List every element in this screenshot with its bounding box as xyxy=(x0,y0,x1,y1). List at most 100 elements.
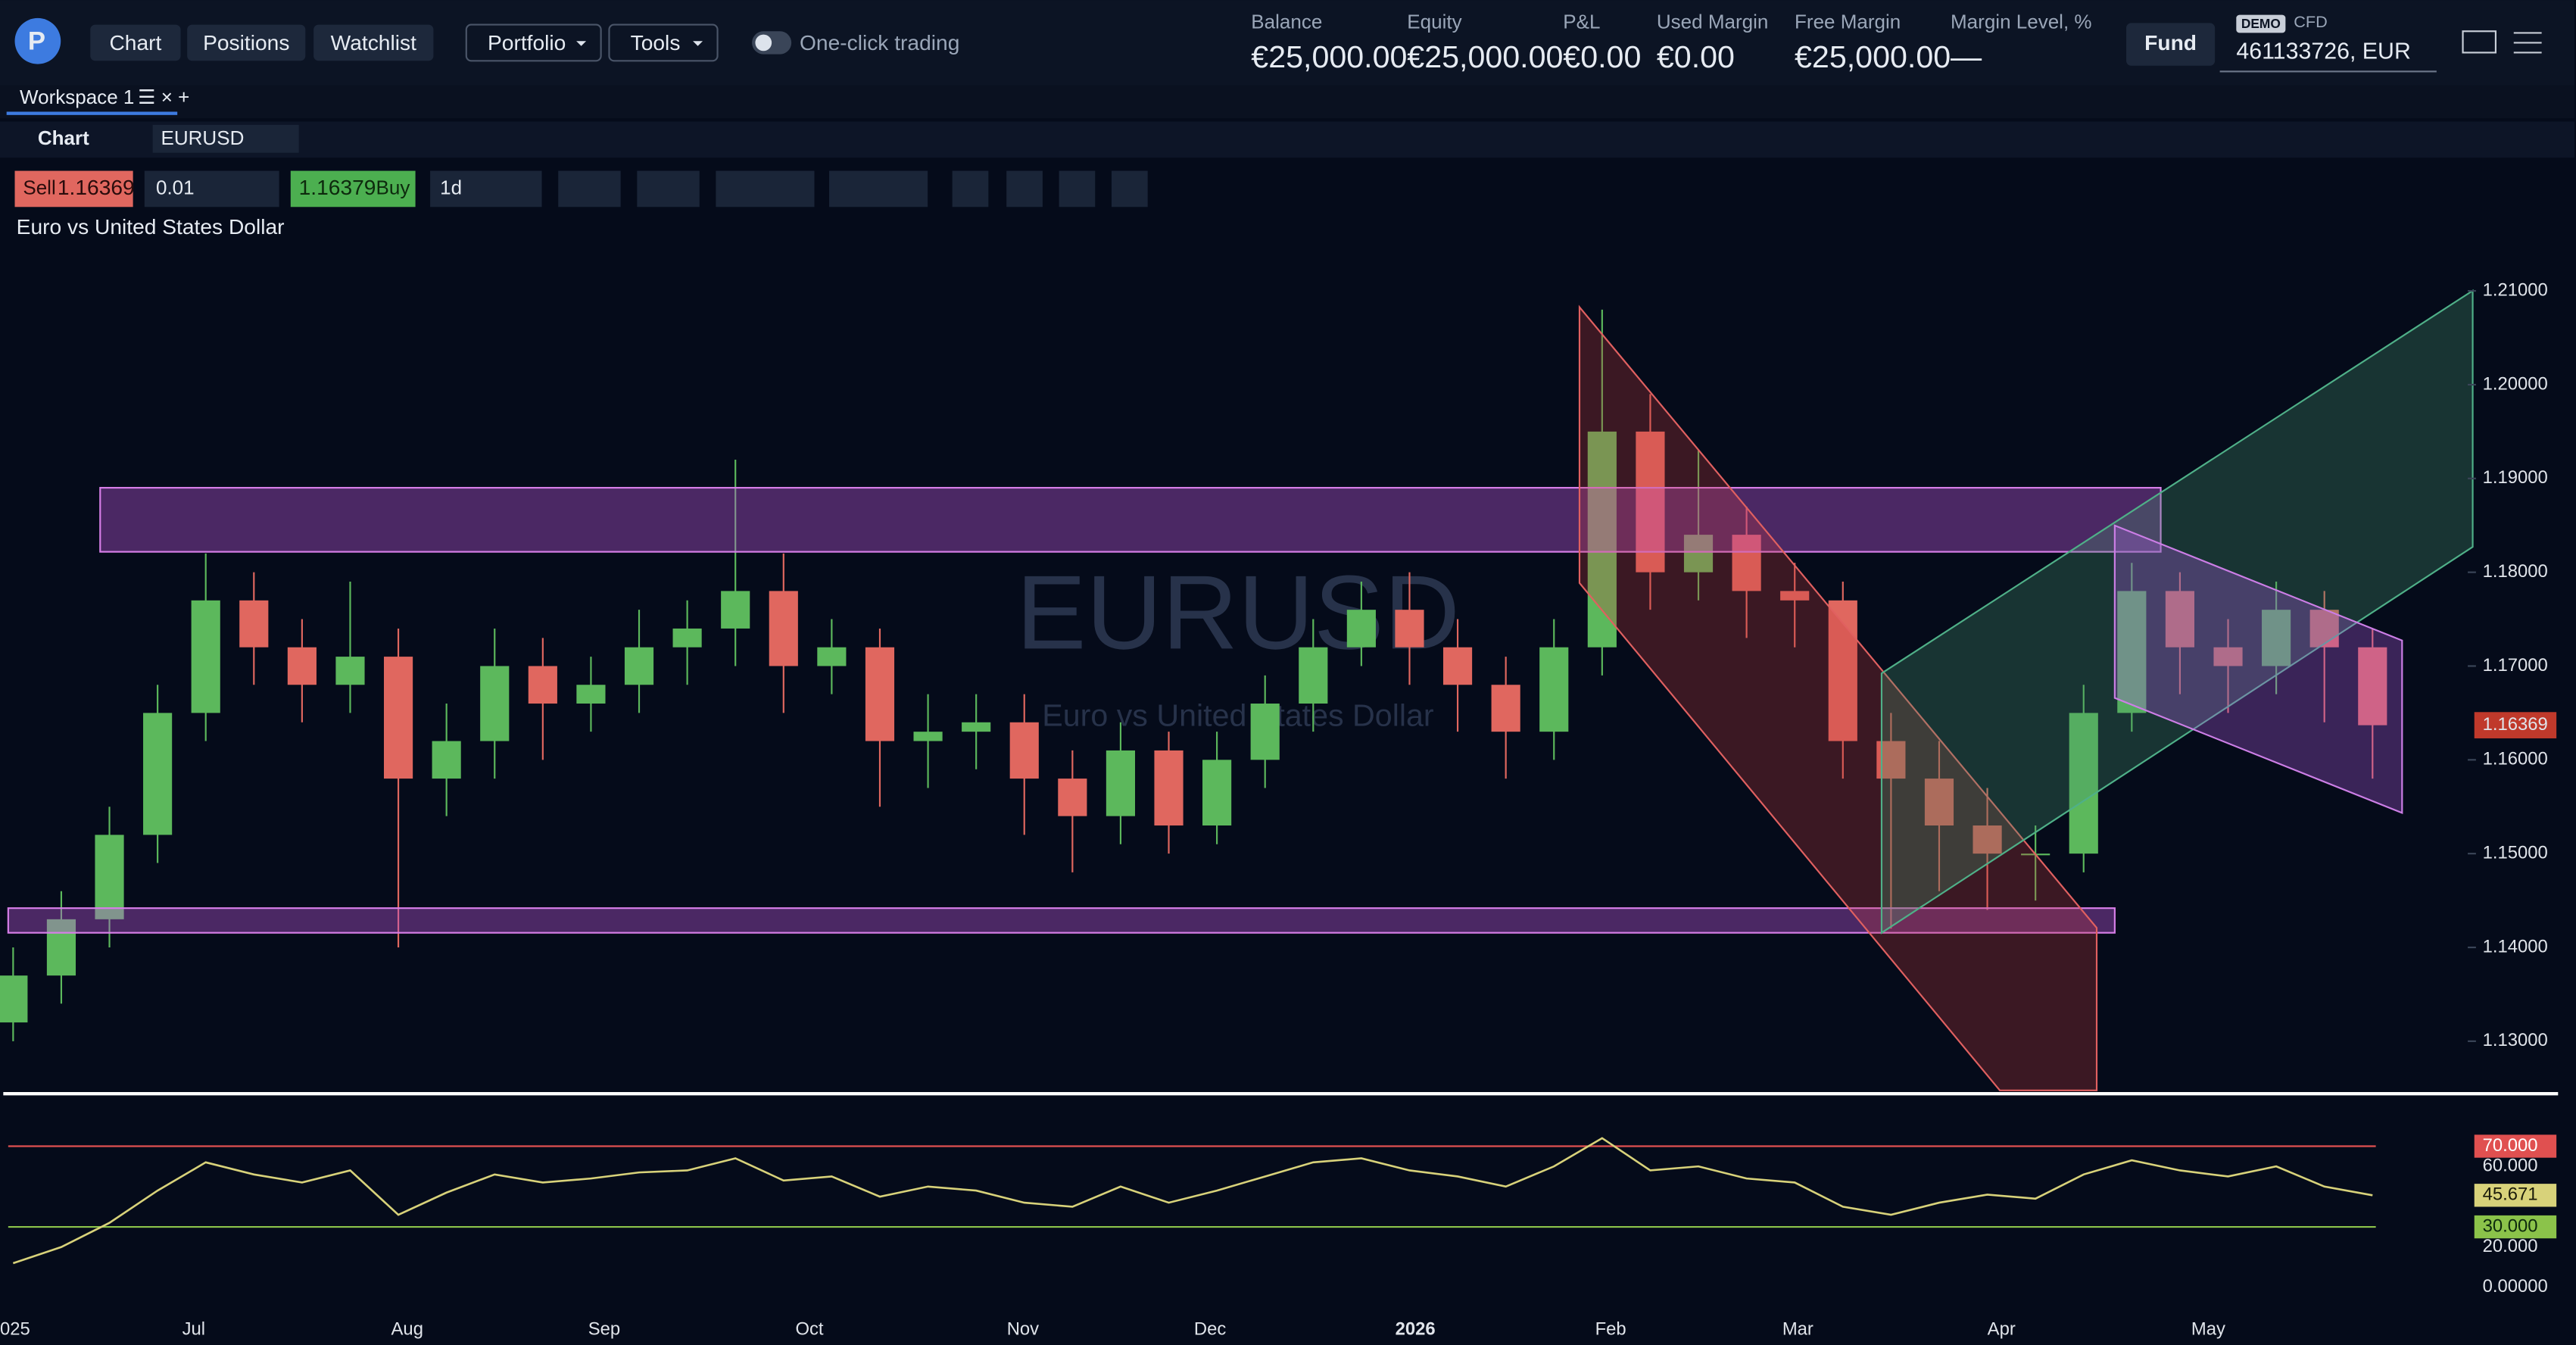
candle-body xyxy=(46,919,76,976)
candle-body xyxy=(239,600,269,648)
layout-icon[interactable] xyxy=(2462,30,2497,54)
candle-body xyxy=(865,647,895,741)
interval[interactable]: 1d xyxy=(440,176,462,198)
rsi-marker xyxy=(2474,1134,2557,1158)
rsi-marker xyxy=(2474,1215,2557,1239)
y-tick-label: 1.13000 xyxy=(2483,1030,2548,1050)
candle-body xyxy=(1732,535,1761,591)
menu-label: Tools xyxy=(631,30,681,55)
toggle-label: One-click trading xyxy=(800,30,959,55)
quantity[interactable]: 0.01 xyxy=(156,176,195,198)
candle-body xyxy=(2309,610,2339,648)
candle-body xyxy=(191,600,220,713)
toggle-knob xyxy=(755,34,772,51)
down-channel[interactable] xyxy=(1578,304,2098,1091)
candle-body xyxy=(1636,431,1665,573)
fund-button[interactable] xyxy=(2126,23,2216,66)
rsi-pane: 60.000 20.000 0.00000 70.000 30.000 45.671 xyxy=(8,1134,2557,1297)
x-tick-label: Aug xyxy=(391,1319,423,1340)
account[interactable]: 461133726, EUR xyxy=(2236,39,2411,64)
stat-label: Equity xyxy=(1407,10,1461,33)
x-tick-label: Feb xyxy=(1595,1319,1626,1340)
candle-body xyxy=(528,666,557,704)
logo-mark: P xyxy=(28,27,45,56)
tool-button[interactable] xyxy=(952,170,989,208)
chart-title: Euro vs United States Dollar xyxy=(17,214,285,239)
buy-button[interactable] xyxy=(290,170,416,208)
y-tick-label: 1.19000 xyxy=(2483,467,2548,488)
stat-value: €0.00 xyxy=(1657,39,1735,74)
candles xyxy=(0,309,2387,1041)
tool-button[interactable] xyxy=(716,170,815,208)
flag-channel[interactable] xyxy=(2113,524,2403,814)
underline xyxy=(2219,70,2437,73)
x-tick-label: Jul xyxy=(182,1319,205,1340)
sell-button[interactable] xyxy=(14,170,133,208)
x-axis: 025 Jul Aug Sep Oct Nov Dec 2026 Feb Mar Apr May xyxy=(0,1319,2225,1340)
stat-label: P&L xyxy=(1563,10,1600,33)
badge xyxy=(2236,14,2286,33)
candle-body xyxy=(1491,685,1520,732)
quantity-box[interactable] xyxy=(144,170,279,208)
logo[interactable] xyxy=(14,17,61,64)
chart-tab[interactable]: Chart xyxy=(38,126,89,149)
candle-body xyxy=(769,591,798,666)
nav-button[interactable] xyxy=(90,24,181,61)
tool-button[interactable] xyxy=(1059,170,1096,208)
candle-body xyxy=(1442,647,1473,685)
stat-value: €25,000.00 xyxy=(1251,39,1407,74)
last-price-label: 1.16369 xyxy=(2483,714,2548,735)
candle-body xyxy=(2262,610,2291,666)
menu-button[interactable] xyxy=(608,23,719,62)
menu-icon[interactable] xyxy=(2513,32,2542,54)
rsi-marker-label: 45.671 xyxy=(2483,1184,2538,1205)
dropdown-arrow xyxy=(693,41,703,46)
tool-button[interactable] xyxy=(1111,170,1148,208)
tool-button[interactable] xyxy=(637,170,700,208)
x-tick-label: Oct xyxy=(795,1319,823,1340)
stat-value: €0.00 xyxy=(1563,39,1641,74)
tool-button[interactable] xyxy=(1006,170,1043,208)
candle-body xyxy=(576,685,606,704)
fund-label: Fund xyxy=(2144,30,2197,55)
symbol-box[interactable] xyxy=(152,124,299,153)
x-tick-label: Dec xyxy=(1194,1319,1226,1340)
support-zone[interactable] xyxy=(7,907,2116,934)
candle-body xyxy=(1009,722,1039,779)
buy-price: 1.16379 xyxy=(299,175,376,199)
stat-value: €25,000.00 xyxy=(1407,39,1563,74)
symbol[interactable]: EURUSD xyxy=(161,126,245,149)
nav-button[interactable] xyxy=(313,24,434,61)
candle-body xyxy=(1346,610,1376,648)
watermark-subtitle: Euro vs United States Dollar xyxy=(1042,698,1434,733)
nav-button[interactable] xyxy=(187,24,306,61)
sell-label: Sell xyxy=(23,176,55,198)
x-tick-label: May xyxy=(2191,1319,2225,1340)
menu-button[interactable] xyxy=(465,23,602,62)
x-tick-label: Mar xyxy=(1782,1319,1813,1340)
y-axis: 1.21000 1.20000 1.19000 1.18000 1.17000 1.160… xyxy=(2468,279,2557,1050)
candle-body xyxy=(143,713,173,835)
candle-body xyxy=(1924,779,1954,826)
resistance-zone[interactable] xyxy=(99,486,2162,553)
up-channel[interactable] xyxy=(1880,289,2474,935)
candle-body xyxy=(2165,591,2195,648)
interval-box[interactable] xyxy=(430,170,542,208)
tab-indicator xyxy=(6,111,178,115)
workspace-tab[interactable]: Workspace 1 xyxy=(20,86,134,108)
candle-body xyxy=(287,647,317,685)
rsi-marker-label: 30.000 xyxy=(2483,1215,2538,1236)
y-tick-label: 1.17000 xyxy=(2483,655,2548,676)
nav-label: Watchlist xyxy=(331,30,416,55)
stats: Balance€25,000.00Equity€25,000.00P&L€0.0… xyxy=(1251,10,2091,74)
candle-body xyxy=(1250,704,1280,760)
candle-body xyxy=(1973,825,2002,854)
workspace-icons[interactable]: ☰ × + xyxy=(138,86,189,108)
stat-label: Used Margin xyxy=(1657,10,1768,33)
rsi-tick-label: 60.000 xyxy=(2483,1155,2538,1175)
candle-body xyxy=(2213,647,2243,666)
account-type: CFD xyxy=(2294,12,2328,31)
tool-button[interactable] xyxy=(558,170,621,208)
tool-button[interactable] xyxy=(829,170,928,208)
